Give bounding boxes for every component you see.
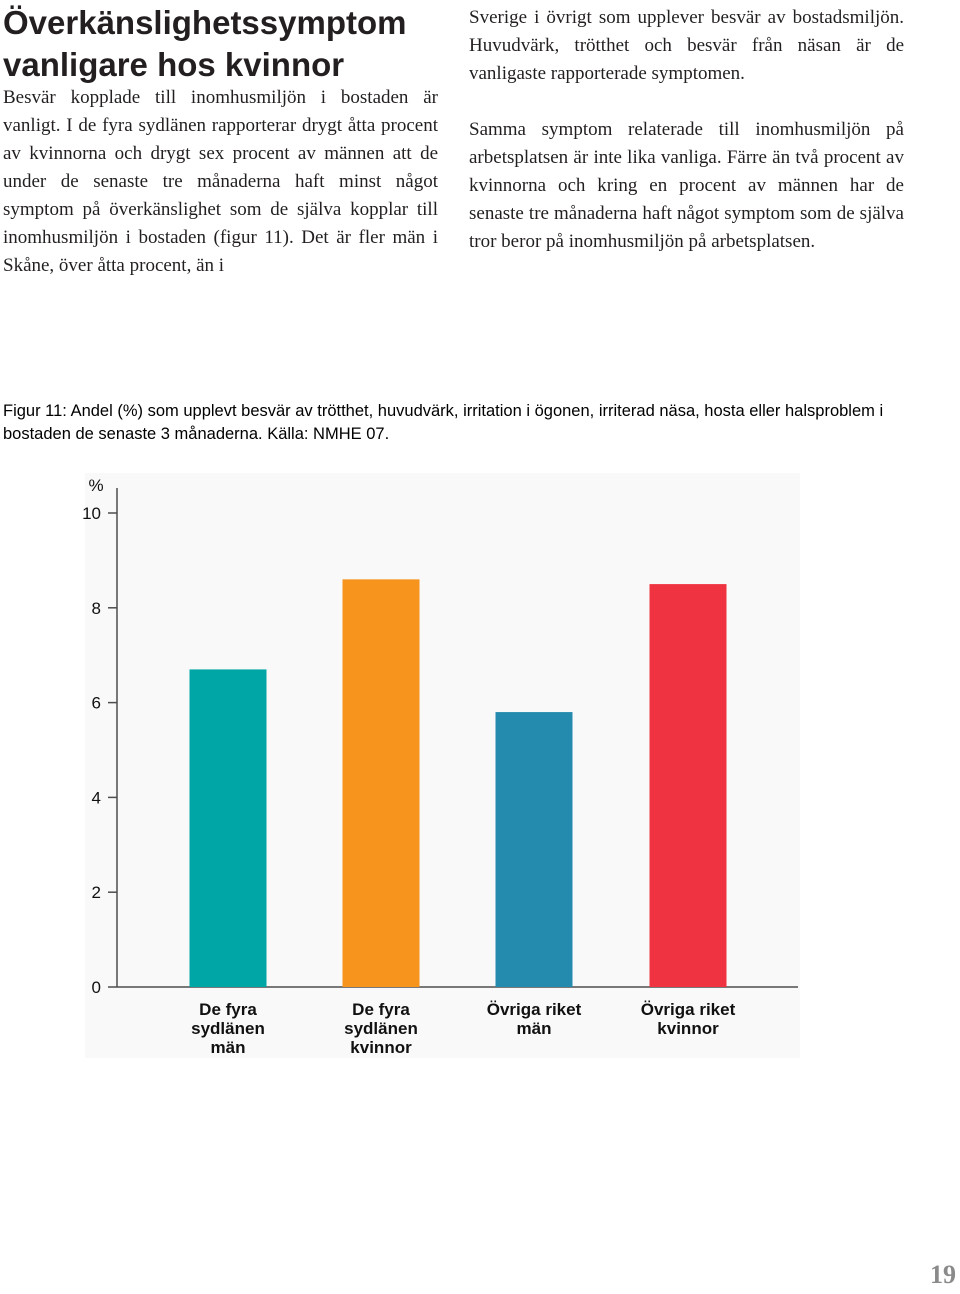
- y-tick-label: 10: [82, 504, 101, 523]
- y-tick-label: 2: [92, 883, 101, 902]
- article-heading: Överkänslighetssymptom vanligare hos kvi…: [3, 4, 407, 83]
- y-tick-label: 0: [92, 978, 101, 997]
- figure-caption: Figur 11: Andel (%) som upplevt besvär a…: [3, 402, 884, 443]
- y-tick-label: 6: [92, 694, 101, 713]
- x-category-label: sydlänen: [191, 1019, 265, 1038]
- x-category-label: De fyra: [199, 1000, 257, 1019]
- text-column-left: Besvär kopplade till inomhusmiljön i bos…: [3, 84, 438, 280]
- x-category-label: Övriga riket: [641, 1000, 736, 1019]
- bar: [495, 712, 573, 987]
- x-category-label: kvinnor: [657, 1019, 719, 1038]
- x-category-label: kvinnor: [350, 1038, 412, 1057]
- bar: [189, 669, 267, 987]
- x-category-label: Övriga riket: [487, 1000, 582, 1019]
- body-paragraph: Samma symptom relaterade till inomhusmil…: [469, 119, 904, 252]
- bar: [342, 579, 420, 987]
- y-tick-label: 8: [92, 599, 101, 618]
- y-tick-label: 4: [92, 788, 101, 807]
- page-number: 19: [930, 1260, 956, 1289]
- body-paragraph: Besvär kopplade till inomhusmiljön i bos…: [3, 87, 438, 276]
- x-category-label: sydlänen: [344, 1019, 418, 1038]
- x-category-label: män: [211, 1038, 246, 1057]
- bar: [649, 584, 727, 987]
- body-paragraph: Sverige i övrigt som upplever besvär av …: [469, 7, 904, 84]
- x-category-label: De fyra: [352, 1000, 410, 1019]
- y-axis-label: %: [88, 476, 103, 495]
- x-category-label: män: [517, 1019, 552, 1038]
- text-column-right: Sverige i övrigt som upplever besvär av …: [469, 4, 904, 256]
